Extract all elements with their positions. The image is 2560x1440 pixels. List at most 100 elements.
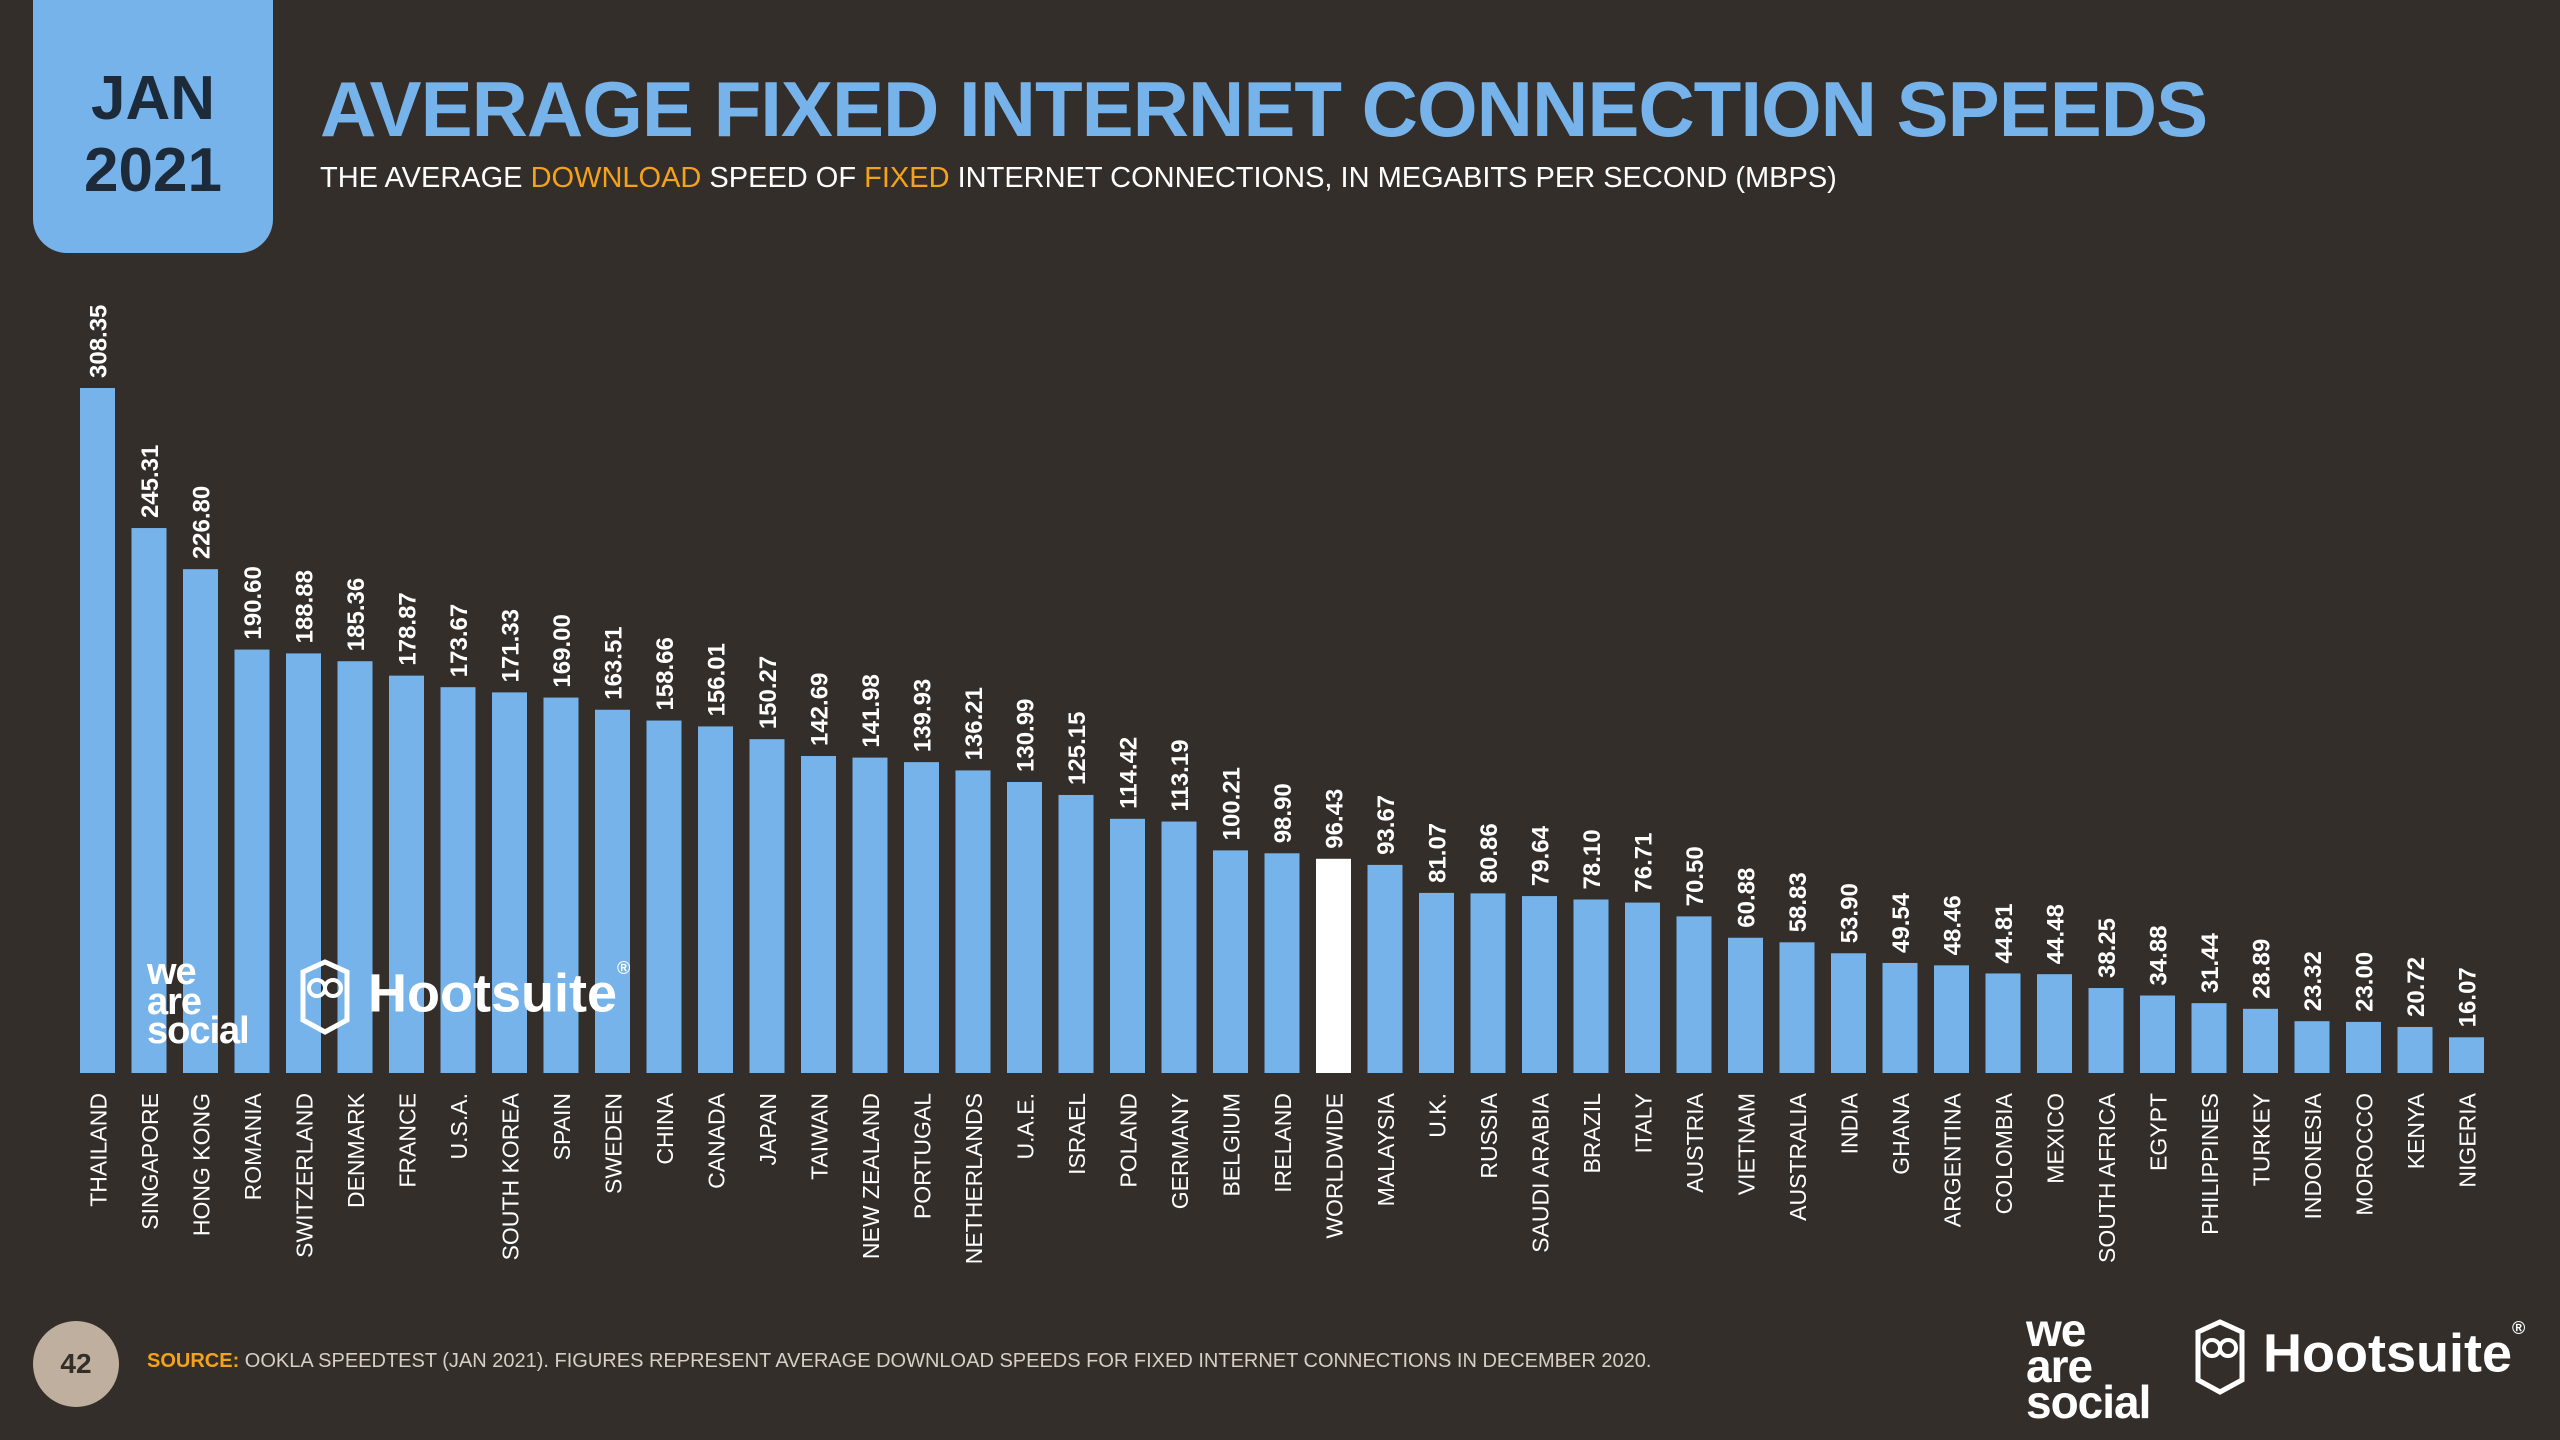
category-label: ISRAEL — [1064, 1093, 1090, 1175]
bar — [2191, 1003, 2227, 1073]
data-label: 76.71 — [1631, 833, 1658, 893]
hootsuite-wordmark: Hootsuite — [368, 963, 618, 1024]
data-label: 125.15 — [1064, 712, 1091, 785]
data-label: 141.98 — [858, 674, 885, 747]
data-label: 80.86 — [1476, 823, 1503, 883]
data-label: 308.35 — [86, 305, 113, 378]
category-label: ITALY — [1631, 1093, 1657, 1154]
category-label: INDONESIA — [2300, 1092, 2326, 1219]
bar — [852, 757, 888, 1073]
data-label: 158.66 — [652, 637, 679, 710]
bar — [492, 692, 527, 1073]
category-label: JAPAN — [755, 1093, 781, 1165]
category-label: IRELAND — [1270, 1093, 1296, 1193]
bar — [1007, 782, 1042, 1073]
category-label: TAIWAN — [807, 1093, 833, 1180]
category-label: U.K. — [1425, 1093, 1451, 1138]
source-text: OOKLA SPEEDTEST (JAN 2021). FIGURES REPR… — [239, 1350, 1652, 1372]
bar — [1213, 850, 1248, 1073]
category-label: SINGAPORE — [137, 1093, 163, 1230]
bar — [749, 739, 785, 1073]
category-label: ROMANIA — [240, 1092, 266, 1200]
data-label: 44.81 — [1991, 903, 2018, 963]
category-label: FRANCE — [395, 1093, 421, 1188]
data-label: 48.46 — [1940, 895, 1967, 955]
data-label: 185.36 — [343, 578, 370, 651]
bar — [1264, 853, 1300, 1073]
bar — [1110, 818, 1145, 1073]
we-are-social-logo-chart: we are social — [147, 951, 250, 1050]
data-label: 34.88 — [2146, 925, 2173, 985]
bar — [2088, 988, 2124, 1073]
data-label: 178.87 — [395, 592, 422, 665]
category-label: POLAND — [1116, 1093, 1142, 1188]
data-label: 38.25 — [2094, 918, 2121, 978]
data-label: 23.32 — [2300, 951, 2327, 1011]
category-label: BRAZIL — [1579, 1093, 1605, 1174]
subtitle-highlight-download: DOWNLOAD — [530, 162, 702, 194]
data-label: 70.50 — [1682, 846, 1709, 906]
category-label: AUSTRALIA — [1785, 1092, 1811, 1220]
bar — [80, 388, 115, 1073]
subtitle-part: INTERNET CONNECTIONS, IN MEGABITS PER SE… — [949, 162, 1837, 194]
category-label: NIGERIA — [2455, 1092, 2481, 1187]
bar — [183, 569, 218, 1073]
category-label: CHINA — [652, 1092, 678, 1164]
category-label: COLOMBIA — [1991, 1092, 2017, 1214]
bar — [2294, 1021, 2330, 1073]
subtitle-part: THE AVERAGE — [320, 162, 531, 194]
bar — [389, 675, 424, 1073]
data-label: 100.21 — [1219, 767, 1246, 840]
subtitle-part: SPEED OF — [701, 162, 865, 194]
bar — [1882, 962, 1918, 1073]
data-label: 44.48 — [2043, 904, 2070, 964]
bar — [1985, 973, 2021, 1073]
data-label: 60.88 — [1734, 868, 1761, 928]
category-label: MALAYSIA — [1373, 1092, 1399, 1206]
bar — [1316, 858, 1351, 1073]
category-label: DENMARK — [343, 1092, 369, 1208]
category-label: AUSTRIA — [1682, 1092, 1708, 1192]
data-label: 81.07 — [1425, 823, 1452, 883]
data-label: 20.72 — [2403, 957, 2430, 1017]
category-label: NETHERLANDS — [961, 1093, 987, 1264]
data-label: 78.10 — [1579, 829, 1606, 889]
bar — [234, 649, 270, 1073]
data-label: 142.69 — [807, 673, 834, 746]
date-year: 2021 — [84, 136, 222, 205]
category-label: EGYPT — [2146, 1093, 2172, 1171]
bar — [1522, 896, 1557, 1073]
category-label: MOROCCO — [2352, 1093, 2378, 1216]
registered-mark: ® — [2512, 1318, 2526, 1338]
category-label: PORTUGAL — [910, 1093, 936, 1219]
data-label: 245.31 — [137, 445, 164, 518]
hootsuite-wordmark: Hootsuite — [2263, 1323, 2513, 1384]
registered-mark: ® — [617, 958, 631, 978]
category-label: TURKEY — [2249, 1093, 2275, 1186]
category-label: THAILAND — [86, 1093, 112, 1207]
data-label: 93.67 — [1373, 795, 1400, 855]
data-label: 53.90 — [1837, 883, 1864, 943]
category-label: GERMANY — [1167, 1093, 1193, 1209]
data-label: 49.54 — [1888, 892, 1915, 953]
data-label: 16.07 — [2455, 967, 2482, 1027]
logo-word: social — [2026, 1375, 2151, 1428]
category-label: GHANA — [1888, 1092, 1914, 1174]
bar — [2449, 1037, 2484, 1073]
data-label: 130.99 — [1013, 699, 1040, 772]
subtitle-highlight-fixed: FIXED — [864, 162, 950, 194]
category-label: BELGIUM — [1219, 1093, 1245, 1197]
data-label: 173.67 — [446, 604, 473, 677]
data-label: 58.83 — [1785, 872, 1812, 932]
bar — [337, 661, 373, 1073]
page-subtitle: THE AVERAGE DOWNLOAD SPEED OF FIXED INTE… — [320, 162, 1837, 195]
category-label: RUSSIA — [1476, 1092, 1502, 1178]
logo-word: we — [147, 951, 197, 993]
bar — [2346, 1021, 2381, 1073]
bar — [801, 756, 836, 1073]
bar — [131, 528, 167, 1073]
logo-word: we — [2026, 1304, 2086, 1356]
bar — [440, 687, 476, 1073]
data-label: 98.90 — [1270, 783, 1297, 843]
